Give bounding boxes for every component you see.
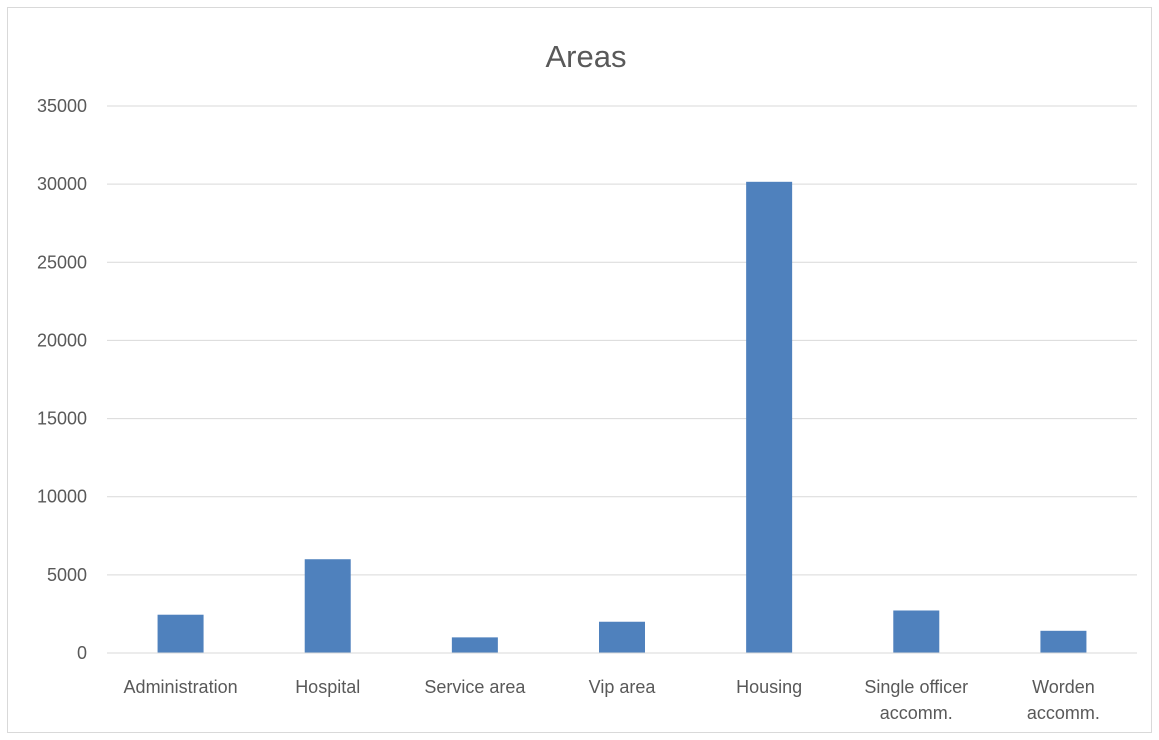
x-category-label-line: Single officer [864,677,968,697]
chart-title: Areas [546,39,627,74]
x-category-label-line: Housing [736,677,802,697]
bar-administration [157,614,204,653]
y-tick-label: 25000 [37,252,87,272]
bar-hospital [304,559,351,653]
x-category-label: Service area [424,677,526,697]
bar-worden-accomm [1040,630,1087,653]
x-category-label: Hospital [295,677,360,697]
bar-housing [746,181,793,653]
x-category-label: Administration [124,677,238,697]
x-category-label-line: Service area [424,677,526,697]
y-tick-label: 0 [77,643,87,663]
x-category-label-line: accomm. [880,703,953,723]
y-axis-ticks: 0 5000 10000 15000 20000 25000 30000 35000 [37,96,87,663]
bar-single-officer-accomm [893,610,940,653]
y-tick-label: 30000 [37,174,87,194]
bars [157,181,1087,653]
x-axis-category-labels: Administration Hospital Service area Vip ar… [124,677,1100,723]
y-tick-label: 15000 [37,409,87,429]
x-category-label: Single officer accomm. [864,677,968,723]
chart-border [7,7,1152,733]
y-tick-label: 5000 [47,565,87,585]
x-category-label-line: Administration [124,677,238,697]
bar-service-area [451,637,498,653]
x-category-label: Housing [736,677,802,697]
gridlines [107,105,1137,576]
x-category-label: Worden accomm. [1027,677,1100,723]
x-category-label-line: accomm. [1027,703,1100,723]
y-tick-label: 35000 [37,96,87,116]
x-category-label-line: Hospital [295,677,360,697]
y-tick-label: 20000 [37,330,87,350]
x-category-label-line: Vip area [589,677,657,697]
x-category-label-line: Worden [1032,677,1095,697]
bar-vip-area [599,621,645,653]
x-category-label: Vip area [589,677,657,697]
y-tick-label: 10000 [37,487,87,507]
